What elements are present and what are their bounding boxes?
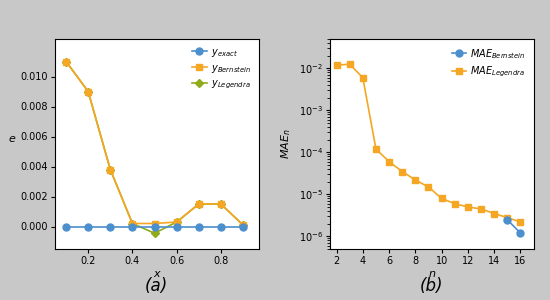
Y-axis label: e: e bbox=[9, 134, 15, 144]
$y_{Legendra}$ bbox=[218, 202, 224, 206]
$MAE_{Legendra}$ bbox=[425, 185, 432, 189]
$y_{Bernstein}$ bbox=[63, 60, 69, 63]
$MAE_{Legendra}$ bbox=[346, 62, 353, 66]
$MAE_{Legendra}$ bbox=[333, 63, 340, 67]
$MAE_{Legendra}$ bbox=[491, 212, 497, 215]
$y_{Legendra}$ bbox=[85, 90, 91, 93]
$y_{Bernstein}$ bbox=[151, 222, 158, 225]
$y_{Bernstein}$ bbox=[240, 223, 246, 227]
$MAE_{Bernstein}$ bbox=[517, 231, 524, 235]
Line: $y_{Legendra}$: $y_{Legendra}$ bbox=[63, 59, 246, 236]
$y_{exact}$ bbox=[63, 225, 69, 228]
$MAE_{Legendra}$ bbox=[399, 170, 405, 173]
$y_{Bernstein}$ bbox=[195, 202, 202, 206]
$y_{Legendra}$ bbox=[151, 232, 158, 235]
Legend: $y_{exact}$, $y_{Bernstein}$, $y_{Legendra}$: $y_{exact}$, $y_{Bernstein}$, $y_{Legend… bbox=[189, 44, 254, 94]
$MAE_{Legendra}$ bbox=[478, 207, 485, 211]
X-axis label: n: n bbox=[428, 269, 435, 279]
$MAE_{Legendra}$ bbox=[438, 196, 445, 200]
$MAE_{Legendra}$ bbox=[412, 178, 419, 182]
Y-axis label: $MAE_n$: $MAE_n$ bbox=[279, 129, 293, 159]
$MAE_{Legendra}$ bbox=[373, 147, 380, 151]
Line: $MAE_{Legendra}$: $MAE_{Legendra}$ bbox=[333, 61, 524, 225]
$MAE_{Legendra}$ bbox=[465, 205, 471, 209]
Text: (a): (a) bbox=[145, 277, 168, 295]
$y_{Bernstein}$ bbox=[107, 168, 114, 171]
Line: $y_{Bernstein}$: $y_{Bernstein}$ bbox=[63, 58, 246, 229]
$y_{exact}$ bbox=[129, 225, 136, 228]
$y_{exact}$ bbox=[195, 225, 202, 228]
$MAE_{Legendra}$ bbox=[517, 220, 524, 224]
$y_{Legendra}$ bbox=[240, 223, 246, 227]
$y_{exact}$ bbox=[107, 225, 114, 228]
$MAE_{Legendra}$ bbox=[360, 76, 366, 80]
Text: (b): (b) bbox=[420, 277, 443, 295]
$MAE_{Legendra}$ bbox=[386, 160, 392, 164]
$y_{Legendra}$ bbox=[107, 168, 114, 171]
$y_{exact}$ bbox=[151, 225, 158, 228]
$y_{Bernstein}$ bbox=[129, 222, 136, 225]
Line: $y_{exact}$: $y_{exact}$ bbox=[63, 223, 246, 230]
$y_{Legendra}$ bbox=[129, 222, 136, 225]
$y_{Bernstein}$ bbox=[218, 202, 224, 206]
$y_{exact}$ bbox=[173, 225, 180, 228]
Legend: $MAE_{Bernstein}$, $MAE_{Legendra}$: $MAE_{Bernstein}$, $MAE_{Legendra}$ bbox=[449, 44, 529, 82]
$y_{exact}$ bbox=[85, 225, 91, 228]
$MAE_{Legendra}$ bbox=[504, 216, 510, 219]
$y_{exact}$ bbox=[218, 225, 224, 228]
$y_{Legendra}$ bbox=[173, 220, 180, 224]
$y_{Bernstein}$ bbox=[85, 90, 91, 93]
$y_{Legendra}$ bbox=[63, 60, 69, 63]
$y_{Legendra}$ bbox=[195, 202, 202, 206]
X-axis label: x: x bbox=[153, 269, 160, 279]
$y_{exact}$ bbox=[240, 225, 246, 228]
$y_{Bernstein}$ bbox=[173, 220, 180, 224]
$MAE_{Legendra}$ bbox=[452, 202, 458, 206]
$MAE_{Bernstein}$ bbox=[504, 218, 510, 221]
Line: $MAE_{Bernstein}$: $MAE_{Bernstein}$ bbox=[504, 216, 524, 236]
